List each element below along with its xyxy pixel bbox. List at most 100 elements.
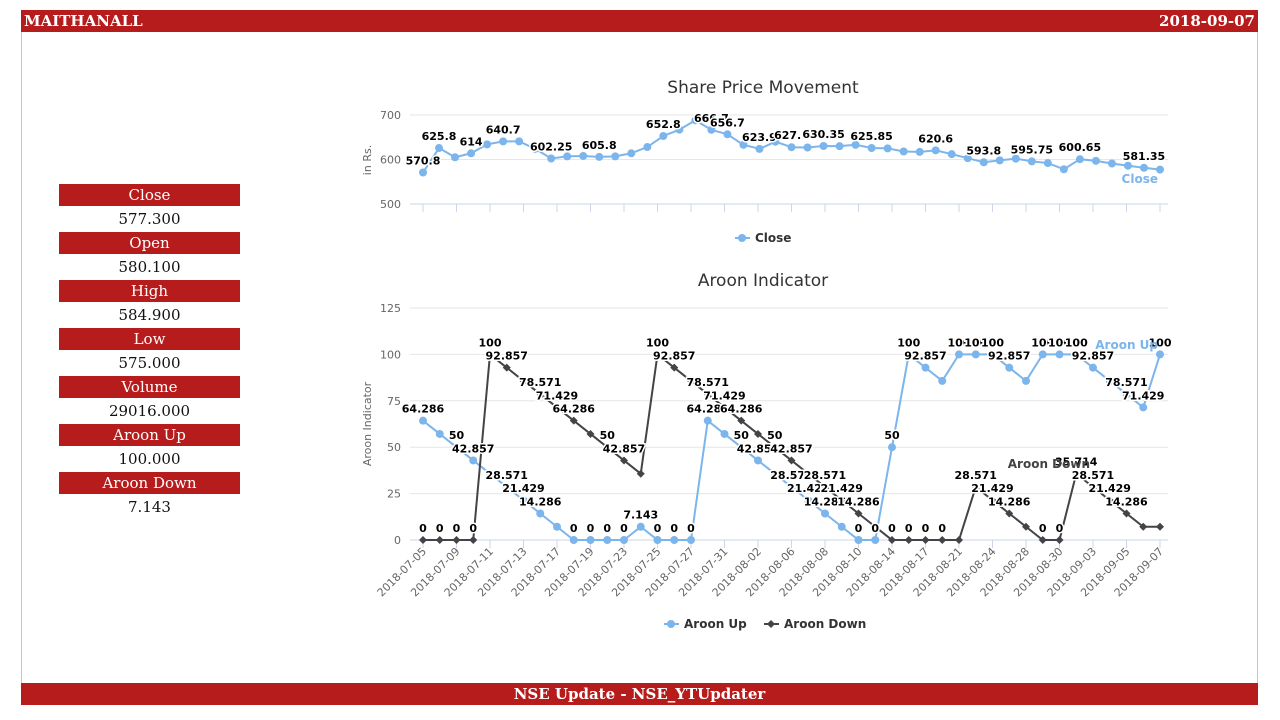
- aroon-down-point: [787, 456, 796, 465]
- close-point: [659, 132, 668, 141]
- aroon-down-data-label: 92.857: [486, 350, 528, 363]
- aroon-up-data-label: 0: [654, 522, 662, 535]
- stat-label-volume: Volume: [59, 376, 240, 398]
- stat-label-aroon-up: Aroon Up: [59, 424, 240, 446]
- aroon-up-point: [737, 443, 746, 452]
- aroon-up-point: [720, 429, 729, 438]
- aroon-down-data-label: 78.571: [687, 376, 729, 389]
- aroon-down-data-label: 0: [905, 522, 913, 535]
- aroon-down-point: [988, 496, 997, 505]
- aroon-up-point: [955, 350, 963, 359]
- aroon-up-data-label: 21.429: [502, 482, 544, 495]
- aroon-up-data-label: 42.857: [452, 442, 494, 455]
- close-data-label: 627.6: [774, 129, 809, 142]
- aroon-up-data-label: 100: [948, 336, 971, 349]
- close-point: [563, 152, 572, 161]
- aroon-up-data-label: 7.143: [623, 509, 658, 522]
- aroon-up-point: [653, 536, 662, 544]
- aroon-up-point: [787, 482, 796, 491]
- stat-label-open: Open: [59, 232, 240, 254]
- close-point: [675, 125, 684, 134]
- aroon-down-data-label: 14.286: [837, 495, 880, 508]
- close-point: [723, 130, 732, 139]
- aroon-down-point: [1038, 536, 1047, 544]
- close-point: [851, 140, 860, 149]
- close-point: [787, 143, 796, 152]
- aroon-up-point: [519, 496, 528, 505]
- aroon-up-point: [620, 536, 628, 544]
- aroon-down-data-label: 100: [646, 336, 669, 349]
- aroon-up-data-label: 28.571: [486, 469, 528, 482]
- aroon-up-data-label: 28.571: [770, 469, 812, 482]
- aroon-down-data-label: 14.286: [1105, 495, 1148, 508]
- close-point: [579, 151, 588, 160]
- aroon-up-point: [452, 443, 461, 452]
- close-point: [483, 140, 492, 149]
- aroon-down-point: [737, 416, 746, 425]
- aroon-up-data-label: 14.286: [519, 495, 562, 508]
- close-data-label: 581.35: [1123, 150, 1165, 163]
- aroon-up-point: [754, 456, 762, 465]
- close-data-label: 570.8: [406, 154, 441, 167]
- close-point: [771, 137, 780, 146]
- aroon-down-point: [821, 482, 829, 491]
- close-data-label: 666.7: [694, 112, 729, 125]
- aroon-up-data-label: 0: [687, 522, 695, 535]
- aroon-up-data-label: 0: [587, 522, 595, 535]
- aroon-down-point: [620, 456, 628, 465]
- aroon-up-point: [1038, 350, 1047, 359]
- aroon-up-point: [536, 509, 545, 518]
- close-point: [803, 143, 812, 152]
- aroon-up-data-label: 100: [1048, 336, 1071, 349]
- y-tick-label: 0: [394, 534, 401, 547]
- aroon-up-data-label: 50: [884, 429, 900, 442]
- legend-close-label: Close: [755, 231, 791, 245]
- aroon-down-data-label: 50: [600, 429, 616, 442]
- aroon-up-point: [837, 522, 846, 531]
- aroon-down-point: [938, 536, 947, 544]
- aroon-up-data-label: 100: [1065, 336, 1088, 349]
- close-data-label: 593.8: [966, 144, 1001, 157]
- aroon-down-data-label: 78.571: [519, 376, 561, 389]
- aroon-up-point: [603, 536, 612, 544]
- aroon-up-point: [1122, 390, 1131, 399]
- close-point: [1123, 161, 1132, 170]
- close-point: [931, 146, 940, 155]
- aroon-up-data-label: 92.857: [1072, 350, 1114, 363]
- close-point: [755, 144, 764, 153]
- close-point: [1156, 165, 1164, 174]
- aroon-down-point: [519, 376, 528, 385]
- aroon-down-point: [670, 363, 679, 372]
- footer-text: NSE Update - NSE_YTUpdater: [513, 685, 766, 703]
- aroon-up-point: [1005, 363, 1014, 372]
- close-data-label: 640.7: [486, 123, 521, 136]
- stock-symbol: MAITHANALL: [24, 12, 143, 30]
- y-tick-label: 50: [387, 441, 401, 454]
- aroon-up-data-label: 100: [1031, 336, 1054, 349]
- close-series-end-label: Close: [1122, 172, 1158, 186]
- close-point: [419, 168, 427, 177]
- stat-value-close: 577.300: [118, 210, 181, 228]
- y-tick-label: 700: [380, 109, 401, 122]
- stat-value-aroon-up: 100.000: [118, 450, 181, 468]
- aroon-up-point: [1156, 350, 1164, 359]
- close-point: [1107, 159, 1116, 168]
- aroon-up-data-label: 0: [855, 522, 863, 535]
- aroon-up-data-label: 71.429: [1122, 389, 1164, 402]
- aroon-up-point: [502, 482, 511, 491]
- aroon-up-data-label: 0: [871, 522, 879, 535]
- aroon-up-data-label: 92.857: [988, 350, 1030, 363]
- aroon-up-point: [971, 350, 980, 359]
- close-point: [867, 143, 876, 152]
- close-data-label: 605.8: [582, 139, 617, 152]
- aroon-down-point: [955, 536, 963, 544]
- aroon-up-point: [703, 416, 712, 425]
- aroon-up-data-label: 14.286: [804, 495, 847, 508]
- aroon-down-point: [553, 403, 561, 412]
- aroon-up-point: [821, 509, 829, 518]
- aroon-down-point: [586, 429, 595, 438]
- aroon-up-point: [687, 536, 695, 544]
- aroon-down-data-label: 71.429: [536, 389, 578, 402]
- close-point: [1027, 157, 1036, 166]
- aroon-down-point: [1105, 496, 1114, 505]
